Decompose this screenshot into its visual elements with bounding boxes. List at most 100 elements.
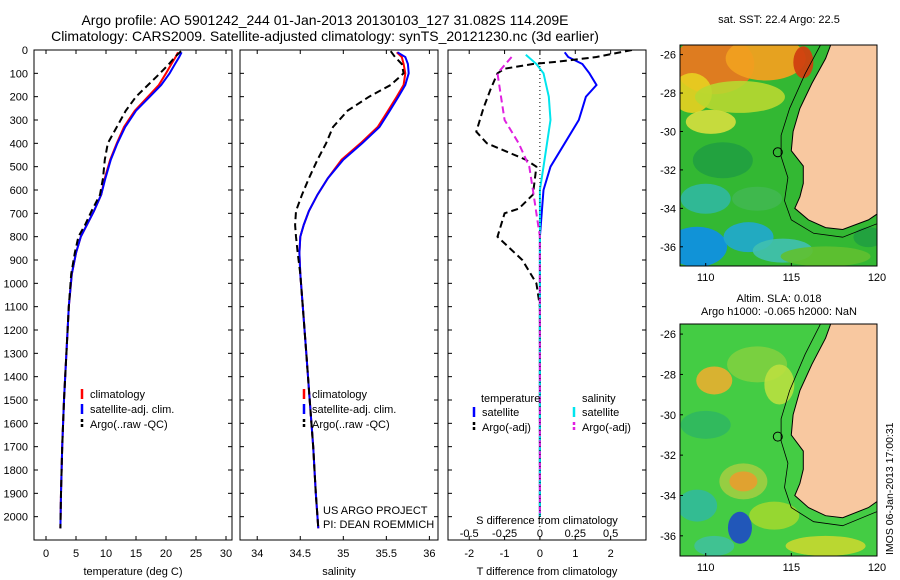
- argo-location-marker: [772, 147, 783, 158]
- map-field-patch: [853, 227, 877, 248]
- shelf-contour: [780, 45, 877, 238]
- x-tick-label: 34.5: [290, 548, 311, 560]
- legend-label: Argo(-adj): [582, 422, 631, 434]
- x-tick-label: 35: [337, 548, 349, 560]
- legend-temperature-title: temperature: [481, 393, 540, 405]
- map-field-patch: [694, 535, 735, 556]
- x-tick-label: 36: [423, 548, 435, 560]
- map-y-tick-label: -36: [660, 242, 676, 254]
- map-field-patch: [719, 463, 768, 500]
- x-tick-label: 0: [43, 548, 49, 560]
- series-line-argo-raw-qc-: [59, 50, 182, 529]
- x-tick-label: 1: [572, 548, 578, 560]
- map-field-patch: [696, 366, 733, 395]
- map-field-patch: [725, 45, 806, 81]
- secondary-x-tick-label: -0.5: [460, 528, 479, 540]
- difference-panel-frame: [447, 49, 647, 541]
- map-field-patch: [680, 183, 731, 214]
- legend-label: Argo(..raw -QC): [312, 419, 390, 431]
- depth-tick-label: 700: [10, 208, 28, 220]
- map-field-patch: [680, 489, 718, 522]
- legend-salinity-title: salinity: [582, 393, 616, 405]
- x-tick-label: 20: [160, 548, 172, 560]
- x-tick-label: 34: [251, 548, 263, 560]
- x-tick-label: 15: [130, 548, 142, 560]
- secondary-x-axis-label: S difference from climatology: [476, 515, 618, 527]
- x-tick-label: 10: [100, 548, 112, 560]
- sla-map-title-line-2: Argo h1000: -0.065 h2000: NaN: [701, 306, 857, 318]
- sst-map: -26 -28 -30 -32 -34 -36 110 115 120: [660, 44, 886, 284]
- sla-map-frame: [679, 323, 878, 557]
- depth-tick-label: 300: [10, 115, 28, 127]
- argo-location-marker: [772, 431, 783, 442]
- depth-tick-label: 200: [10, 92, 28, 104]
- depth-tick-label: 1400: [4, 372, 28, 384]
- legend-label: satellite: [582, 407, 619, 419]
- project-label: US ARGO PROJECT: [323, 505, 428, 517]
- map-field-patch: [793, 46, 814, 79]
- map-field-patch: [680, 410, 731, 439]
- sla-map-field: [680, 324, 877, 556]
- legend-label: climatology: [90, 389, 146, 401]
- salinity-panel-series: [294, 50, 410, 529]
- depth-tick-label: 100: [10, 68, 28, 80]
- x-tick-label: 30: [220, 548, 232, 560]
- x-tick-label: -2: [464, 548, 474, 560]
- map-y-tick-label: -32: [660, 165, 676, 177]
- depth-tick-label: 1300: [4, 348, 28, 360]
- map-y-tick-label: -34: [660, 203, 676, 215]
- depth-tick-label: 1100: [4, 302, 28, 314]
- map-y-tick-label: -26: [660, 50, 676, 62]
- map-y-tick-label: -28: [660, 88, 676, 100]
- figure-title-line-2: Climatology: CARS2009. Satellite-adjuste…: [51, 28, 599, 44]
- map-x-tick-label: 115: [783, 272, 801, 284]
- series-line-temperature-argo-adj-: [475, 50, 633, 517]
- depth-tick-label: 900: [10, 255, 28, 267]
- secondary-x-tick-label: -0.25: [492, 528, 517, 540]
- secondary-x-tick-label: 0.25: [565, 528, 586, 540]
- map-field-patch: [680, 226, 728, 266]
- legend-label: satellite-adj. clim.: [90, 404, 174, 416]
- map-y-tick-label: -34: [660, 490, 676, 502]
- series-line-salinity-argo-adj-: [496, 56, 541, 517]
- depth-tick-label: 2000: [4, 512, 28, 524]
- map-y-tick-label: -28: [660, 369, 676, 381]
- map-field-patch: [785, 535, 866, 556]
- salinity-panel-frame: [239, 49, 439, 541]
- secondary-x-tick-label: 0.5: [603, 528, 618, 540]
- map-x-tick-label: 110: [697, 562, 715, 574]
- pi-label: PI: DEAN ROEMMICH: [323, 519, 435, 531]
- map-x-tick-label: 115: [783, 562, 801, 574]
- depth-tick-label: 1900: [4, 488, 28, 500]
- map-field-patch: [685, 109, 736, 134]
- depth-tick-label: 1600: [4, 418, 28, 430]
- depth-tick-label: 1700: [4, 442, 28, 454]
- map-y-tick-label: -36: [660, 531, 676, 543]
- depth-tick-label: 1000: [4, 278, 28, 290]
- map-y-tick-label: -32: [660, 450, 676, 462]
- difference-panel: -2 -1 0 1 2 T difference from climatology -0.5…: [447, 49, 647, 578]
- x-tick-label: 2: [608, 548, 614, 560]
- map-y-tick-label: -30: [660, 126, 676, 138]
- map-y-tick-label: -30: [660, 410, 676, 422]
- sla-map-title-line-1: Altim. SLA: 0.018: [736, 293, 822, 305]
- map-y-tick-label: -26: [660, 329, 676, 341]
- map-field-patch: [732, 186, 783, 211]
- temperature-panel-frame: [33, 49, 233, 541]
- map-x-tick-label: 110: [697, 272, 715, 284]
- depth-tick-label: 600: [10, 185, 28, 197]
- map-field-patch: [780, 246, 871, 266]
- legend-label: satellite-adj. clim.: [312, 404, 396, 416]
- legend-label: climatology: [312, 389, 368, 401]
- x-tick-label: 5: [73, 548, 79, 560]
- map-field-patch: [694, 80, 785, 113]
- sst-map-field: [680, 45, 877, 266]
- sst-map-title: sat. SST: 22.4 Argo: 22.5: [718, 14, 840, 26]
- land-mass: [790, 324, 877, 519]
- map-field-patch: [727, 511, 752, 544]
- figure-title-line-1: Argo profile: AO 5901242_244 01-Jan-2013…: [81, 12, 569, 28]
- legend-label: Argo(-adj): [482, 422, 531, 434]
- depth-tick-label: 800: [10, 232, 28, 244]
- difference-panel-series: [475, 50, 633, 529]
